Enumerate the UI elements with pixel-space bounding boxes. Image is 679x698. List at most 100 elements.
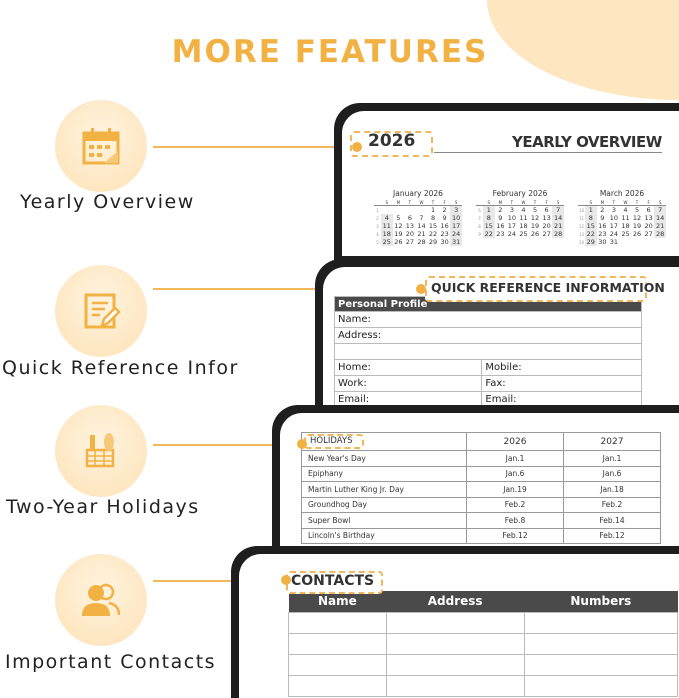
day-cell: 10 <box>450 214 462 222</box>
quickref-heading: QUICK REFERENCE INFORMATION <box>431 280 665 295</box>
week-number: 14 <box>578 239 585 245</box>
feature-icon-circle <box>55 265 147 357</box>
weekday-label: T <box>427 200 439 206</box>
day-cell: 18 <box>621 222 630 230</box>
week-number: 6 <box>478 207 481 213</box>
holiday-date: Jan.1 <box>563 450 661 467</box>
feature-label-contacts: Important Contacts <box>5 651 217 673</box>
day-cell: 16 <box>496 222 505 230</box>
week-row: 4 18 19 20 21 22 23 24 <box>374 230 462 238</box>
weekday-label: F <box>540 200 553 206</box>
day-cell: 2 <box>498 206 503 214</box>
holiday-name: Martin Luther King Jr. Day <box>301 481 467 498</box>
weekday-label: M <box>392 200 405 206</box>
day-cell: 25 <box>621 230 630 238</box>
month-name: March 2026 <box>599 189 645 198</box>
weekday-label: T <box>631 200 643 206</box>
week-number: 12 <box>578 223 585 229</box>
feature-label-holidays: Two-Year Holidays <box>6 496 200 518</box>
contacts-people-icon <box>82 583 121 616</box>
day-cell: 2 <box>442 206 447 214</box>
day-cell: 28 <box>417 238 426 246</box>
week-row: 2 4 5 6 7 8 9 10 <box>374 214 462 222</box>
holidays-heading: HOLIDAYS <box>310 436 353 446</box>
month-calendar: March 2026 S M T W T F S 10 1 2 3 4 5 6 7 11 8 9 10 11 12 13 14… <box>578 189 666 246</box>
groceries-basket-icon <box>85 433 115 468</box>
quick-reference-page: Personal Profile Name: Address: Home: Mob… <box>315 259 679 410</box>
day-cell: 30 <box>598 238 607 246</box>
holiday-name: Epiphany <box>301 465 467 482</box>
day-cell: 12 <box>632 214 642 222</box>
day-cell: 7 <box>419 214 424 222</box>
holiday-name: Super Bowl <box>301 512 467 529</box>
address-column-header: Address <box>386 591 525 612</box>
day-cell: 23 <box>440 230 449 238</box>
day-cell: 29 <box>585 238 597 246</box>
weekday-label: T <box>404 200 416 206</box>
day-cell: 1 <box>483 205 495 214</box>
holiday-date: Feb.2 <box>563 496 661 513</box>
day-cell: 24 <box>609 230 619 238</box>
day-cell: 19 <box>530 222 540 230</box>
name-column-header: Name <box>288 591 387 612</box>
calendar-icon <box>82 128 120 165</box>
weekday-label: M <box>494 200 507 206</box>
day-cell: 22 <box>483 230 495 238</box>
day-cell: 20 <box>644 222 653 230</box>
day-cell: 27 <box>542 230 551 238</box>
day-cell: 3 <box>450 205 462 214</box>
day-cell: 15 <box>428 222 438 230</box>
week-row: 9 22 23 24 25 26 27 28 <box>476 230 564 238</box>
week-row: 3 11 12 13 14 15 16 17 <box>374 222 462 230</box>
week-number: 11 <box>578 215 585 221</box>
day-cell: 5 <box>532 206 538 214</box>
weekday-label: W <box>517 200 530 206</box>
day-cell: 14 <box>654 214 666 222</box>
weekday-label: T <box>608 200 620 206</box>
day-cell: 26 <box>632 230 642 238</box>
fax-field: Fax: <box>481 375 642 392</box>
weekday-label: T <box>529 200 541 206</box>
holiday-date: Feb.8 <box>466 512 564 529</box>
holiday-date: Jan.18 <box>563 481 661 498</box>
day-cell: 6 <box>407 214 412 222</box>
day-cell: 27 <box>644 230 653 238</box>
month-name: February 2026 <box>492 189 548 198</box>
holiday-date: Feb.12 <box>466 527 564 544</box>
weekday-label: S <box>483 200 495 206</box>
year-label: 2026 <box>368 131 416 151</box>
holiday-name: Groundhog Day <box>301 496 467 513</box>
holiday-name: Lincoln's Birthday <box>301 527 467 544</box>
day-cell: 26 <box>530 230 540 238</box>
numbers-column-header: Numbers <box>524 591 678 612</box>
connector-dot <box>297 439 307 449</box>
holiday-row: Super Bowl Feb.8 Feb.14 <box>301 512 661 529</box>
day-cell: 31 <box>450 238 462 246</box>
week-number: 1 <box>376 207 379 213</box>
weekday-label: W <box>619 200 632 206</box>
weekday-label: M <box>596 200 609 206</box>
year-column-header: 2027 <box>563 432 661 451</box>
day-cell: 9 <box>498 214 503 222</box>
day-cell: 3 <box>611 206 616 214</box>
week-number: 2 <box>376 215 379 221</box>
week-number: 7 <box>478 215 481 221</box>
day-cell: 1 <box>585 205 597 214</box>
day-cell: 24 <box>507 230 517 238</box>
weekday-label: S <box>654 200 666 206</box>
day-cell: 5 <box>634 206 640 214</box>
weekday-label: S <box>552 200 564 206</box>
weekday-label: F <box>438 200 451 206</box>
holiday-date: Jan.19 <box>466 481 564 498</box>
day-cell: 8 <box>483 214 495 222</box>
day-cell: 15 <box>585 222 597 230</box>
day-cell: 14 <box>417 222 426 230</box>
home-field: Home: <box>333 359 483 376</box>
holidays-page: 2026 2027 New Year's Day Jan.1 Jan.1 Epiphan… <box>272 405 679 548</box>
connector-dot <box>416 284 426 294</box>
weekday-label: S <box>450 200 462 206</box>
holiday-name: New Year's Day <box>301 450 467 467</box>
day-cell: 18 <box>519 222 528 230</box>
